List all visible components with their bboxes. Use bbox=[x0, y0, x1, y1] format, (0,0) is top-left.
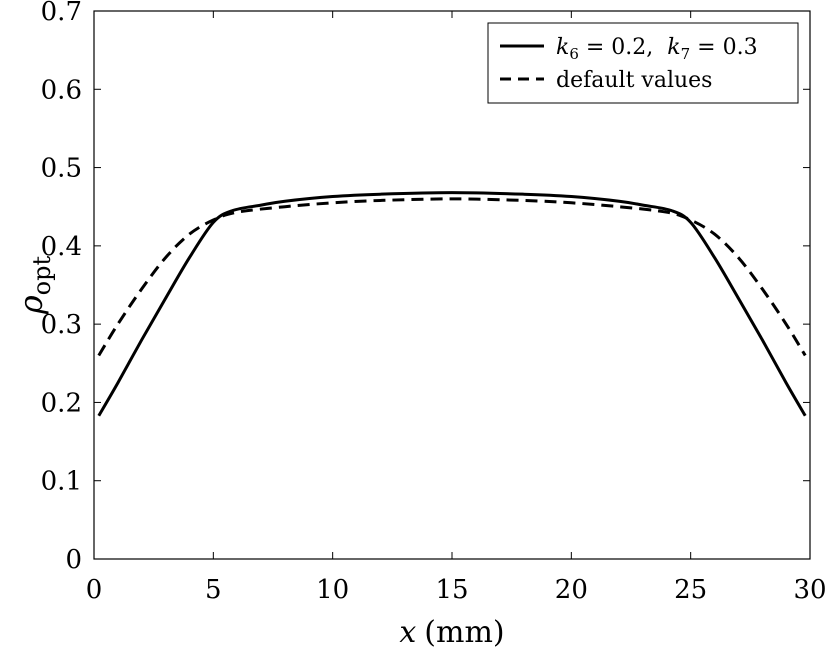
legend-label-dashed: default values bbox=[556, 68, 712, 93]
series-line-default-values bbox=[97, 197, 807, 357]
legend-label-solid: k6 = 0.2, k7 = 0.3 bbox=[556, 35, 758, 63]
x-tick-label: 10 bbox=[316, 575, 349, 605]
x-tick-label: 20 bbox=[555, 575, 588, 605]
legend-box bbox=[487, 22, 799, 104]
series-line-k6-k7 bbox=[97, 191, 807, 417]
legend: k6 = 0.2, k7 = 0.3 default values bbox=[487, 22, 799, 104]
y-tick-label: 0.2 bbox=[41, 388, 82, 418]
y-tick-label: 0.5 bbox=[41, 154, 82, 184]
y-tick-label: 0.3 bbox=[41, 310, 82, 340]
y-tick-label: 0.7 bbox=[41, 0, 82, 27]
x-tick-label: 5 bbox=[205, 575, 222, 605]
series-layer bbox=[97, 191, 807, 417]
axis-tick-labels: 0 5 10 15 20 25 30 0 0.1 0.2 0.3 0.4 0.5 0.6 0.7 bbox=[41, 0, 827, 605]
y-tick-label: 0.6 bbox=[41, 75, 82, 105]
axis-ticks bbox=[93, 10, 811, 560]
y-tick-label: 0.1 bbox=[41, 467, 82, 497]
x-axis-label: x (mm) bbox=[399, 615, 504, 650]
x-tick-label: 30 bbox=[793, 575, 826, 605]
y-tick-label: 0 bbox=[65, 545, 82, 575]
x-tick-label: 0 bbox=[86, 575, 103, 605]
y-tick-label: 0.4 bbox=[41, 232, 82, 262]
x-tick-label: 15 bbox=[435, 575, 468, 605]
y-axis-label: ρopt bbox=[12, 256, 56, 316]
x-tick-label: 25 bbox=[674, 575, 707, 605]
